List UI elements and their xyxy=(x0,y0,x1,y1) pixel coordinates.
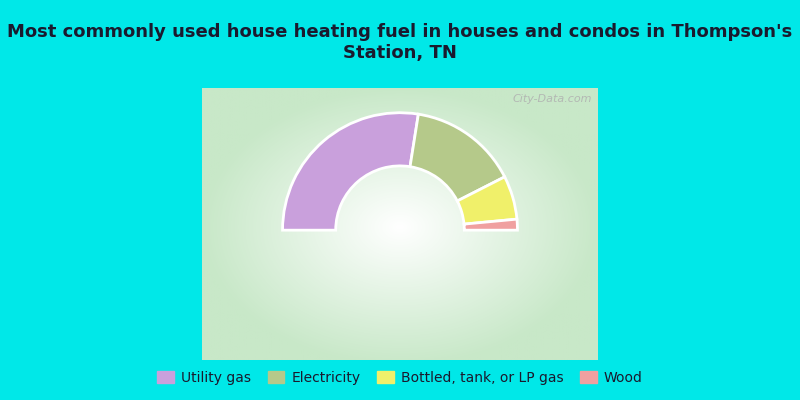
Legend: Utility gas, Electricity, Bottled, tank, or LP gas, Wood: Utility gas, Electricity, Bottled, tank,… xyxy=(158,371,642,385)
Wedge shape xyxy=(464,219,518,230)
Text: City-Data.com: City-Data.com xyxy=(512,94,592,104)
Text: Most commonly used house heating fuel in houses and condos in Thompson's
Station: Most commonly used house heating fuel in… xyxy=(7,23,793,62)
Wedge shape xyxy=(282,113,418,230)
Wedge shape xyxy=(458,177,517,224)
Wedge shape xyxy=(410,114,505,201)
